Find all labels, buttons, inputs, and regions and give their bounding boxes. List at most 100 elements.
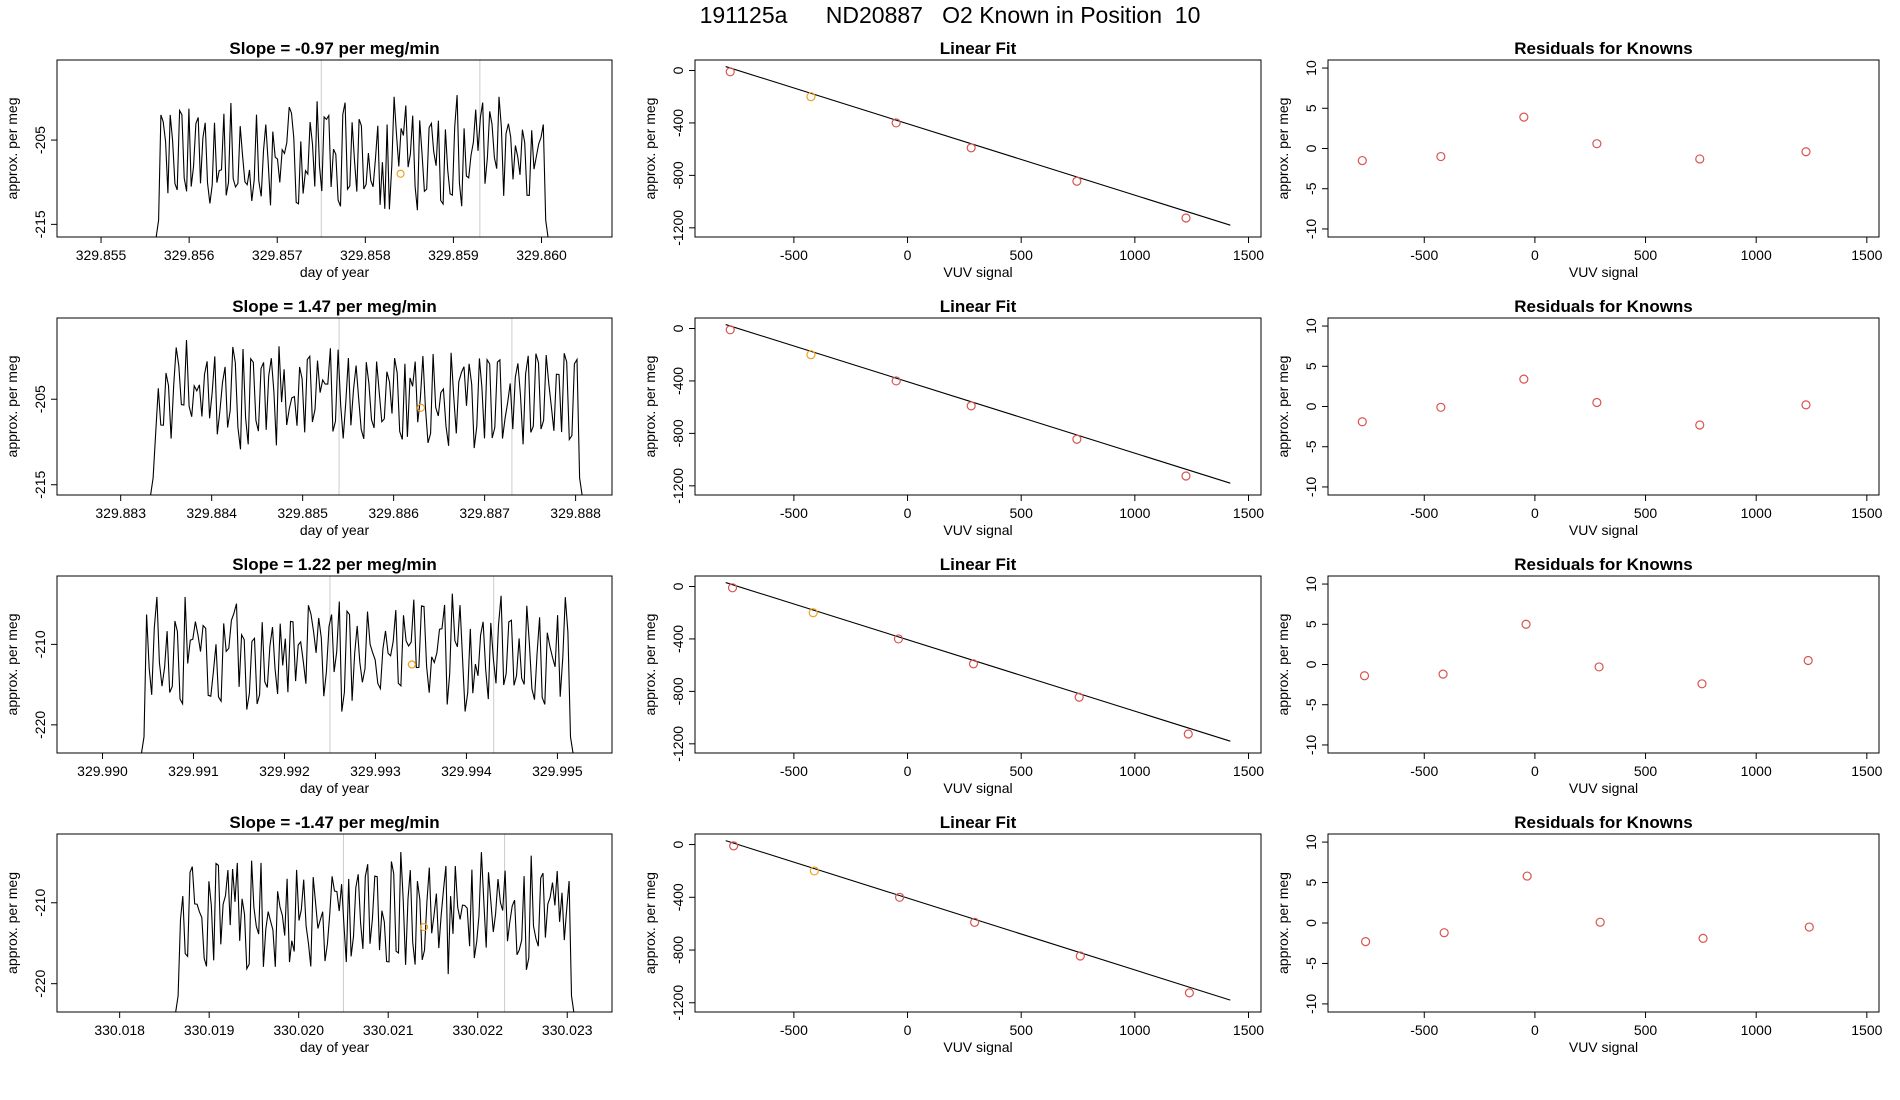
x-tick-label: 500 [1634,247,1658,263]
plot-frame [1327,833,1880,1013]
known-point [1359,671,1370,681]
x-tick-label: 500 [1010,247,1034,263]
y-tick-label: -5 [1303,440,1319,453]
highlight-point [396,169,405,178]
x-axis-label: VUV signal [943,264,1012,280]
panel-title: Residuals for Knowns [1514,39,1693,58]
y-tick-label: 0 [670,324,686,332]
y-tick-label: -400 [670,367,686,395]
x-axis-label: VUV signal [1569,522,1638,538]
x-tick-label: -500 [780,247,808,263]
x-tick-label: 329.995 [532,763,583,779]
plot-frame [56,833,613,1013]
plot-area [1357,374,1811,430]
x-tick-label: 329.990 [77,763,128,779]
plot-area [140,576,574,753]
known-point [1595,917,1605,927]
panel-title: Linear Fit [940,813,1017,832]
x-axis-label: day of year [300,780,370,796]
x-tick-label: 1500 [1851,505,1882,521]
y-tick-label: 0 [1303,919,1319,927]
y-tick-label: -800 [670,936,686,964]
y-axis-label: approx. per meg [1275,614,1291,716]
panel-residuals-1: Residuals for Knowns -500 0 500 1000 1500 VUV … [1275,297,1883,538]
known-point [725,67,735,77]
plot-area [1357,112,1811,166]
known-point [1803,655,1813,666]
x-axis-label: VUV signal [1569,264,1638,280]
y-tick-label: 10 [1303,576,1319,592]
x-tick-label: 500 [1634,505,1658,521]
panel-timeseries-1: Slope = 1.47 per meg/min 329.883 329.884 32… [4,297,613,538]
highlight-point [806,350,816,360]
x-tick-label: -500 [780,1022,808,1038]
known-point [729,841,739,851]
known-point [891,376,901,386]
plot-area [725,582,1231,742]
y-tick-label: -400 [670,883,686,911]
highlight-point [808,608,818,618]
y-tick-label: 0 [1303,660,1319,668]
known-point [1074,692,1084,702]
plot-area [1359,619,1813,689]
panel-residuals-2: Residuals for Knowns -500 0 500 1000 1500 VUV … [1275,555,1883,796]
known-point [1075,951,1085,961]
x-tick-label: 330.018 [94,1022,145,1038]
x-tick-label: 329.855 [76,247,127,263]
plot-frame [56,59,613,238]
known-point [1804,922,1814,932]
plot-frame [56,575,613,754]
plot-frame [1327,575,1880,754]
known-point [1594,662,1604,672]
known-point [1436,151,1446,162]
signal-trace [175,851,575,1012]
y-tick-label: 0 [1303,144,1319,152]
known-point [1698,933,1708,943]
y-tick-label: -220 [32,969,48,997]
known-point [1519,112,1529,122]
x-axis-label: VUV signal [1569,780,1638,796]
panel-title: Residuals for Knowns [1514,813,1693,832]
y-tick-label: -215 [32,471,48,499]
x-tick-label: 1500 [1233,505,1264,521]
panel-residuals-3: Residuals for Knowns -500 0 500 1000 1500 VUV … [1275,813,1883,1055]
y-tick-label: 0 [670,66,686,74]
x-tick-label: 330.023 [542,1022,593,1038]
y-tick-label: -800 [670,161,686,189]
x-tick-label: 0 [1531,1022,1539,1038]
y-tick-label: -10 [1303,477,1319,497]
y-tick-label: -800 [670,677,686,705]
known-point [894,892,905,902]
x-tick-label: 0 [904,763,912,779]
x-tick-label: 329.991 [168,763,219,779]
y-tick-label: 0 [670,840,686,848]
y-tick-label: -210 [32,630,48,658]
x-tick-label: 330.022 [452,1022,503,1038]
panel-title: Slope = 1.47 per meg/min [232,297,437,316]
x-axis-label: day of year [300,1039,370,1055]
x-tick-label: 0 [904,247,912,263]
y-axis-label: approx. per meg [4,98,20,200]
plot-frame [694,317,1262,496]
x-tick-label: -500 [1410,247,1438,263]
plot-area [1361,871,1814,947]
x-tick-label: 329.885 [277,505,328,521]
x-tick-label: 330.019 [184,1022,235,1038]
x-tick-label: 1000 [1119,505,1150,521]
panel-title: Slope = 1.22 per meg/min [232,555,437,574]
plot-area [150,318,583,495]
plot-area [725,324,1231,484]
y-tick-label: -5 [1303,182,1319,195]
x-tick-label: 1000 [1741,247,1772,263]
x-tick-label: -500 [1410,763,1438,779]
fit-line [725,324,1231,484]
y-axis-label: approx. per meg [4,356,20,458]
y-tick-label: -10 [1303,219,1319,239]
highlight-point [407,660,416,669]
y-tick-label: -5 [1303,957,1319,970]
known-point [1072,176,1082,186]
x-tick-label: 0 [1531,247,1539,263]
known-point [1592,397,1602,408]
x-tick-label: 329.994 [441,763,492,779]
